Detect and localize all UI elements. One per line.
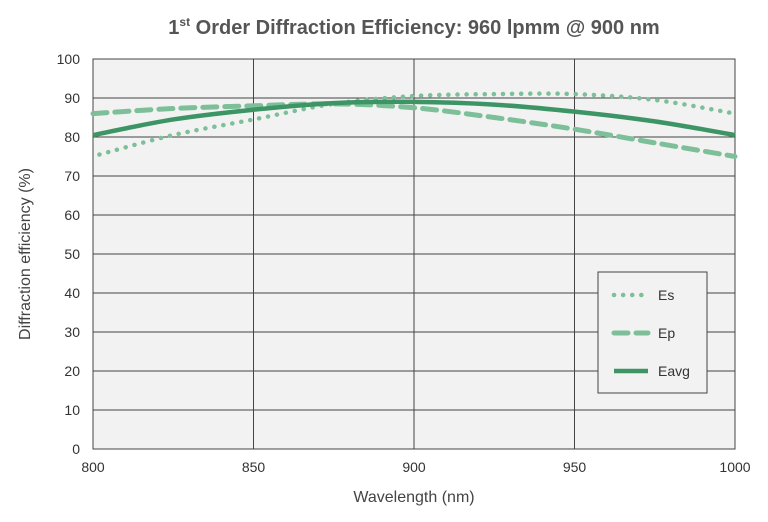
legend-label: Es xyxy=(658,287,674,303)
y-tick-label: 40 xyxy=(64,285,80,301)
y-tick-label: 80 xyxy=(64,129,80,145)
y-tick-label: 50 xyxy=(64,246,80,262)
y-tick-label: 90 xyxy=(64,90,80,106)
x-tick-label: 800 xyxy=(81,459,105,475)
series-line-es xyxy=(97,91,738,157)
series-line-ep xyxy=(90,101,738,159)
legend: Es Ep Eavg xyxy=(597,271,708,394)
x-axis-label: Wavelength (nm) xyxy=(353,489,474,506)
y-tick-label: 60 xyxy=(64,207,80,223)
chart-title: 1st Order Diffraction Efficiency: 960 lp… xyxy=(168,15,659,39)
legend-label: Eavg xyxy=(658,363,690,379)
series-line-eavg xyxy=(92,99,736,138)
x-tick-label: 900 xyxy=(402,459,426,475)
y-tick-label: 10 xyxy=(64,402,80,418)
y-tick-label: 100 xyxy=(57,51,81,67)
y-tick-label: 0 xyxy=(72,441,80,457)
x-tick-label: 1000 xyxy=(719,459,750,475)
x-tick-label: 850 xyxy=(242,459,266,475)
y-axis-label: Diffraction efficiency (%) xyxy=(17,168,34,340)
legend-label: Ep xyxy=(658,325,675,341)
y-tick-label: 20 xyxy=(64,363,80,379)
y-tick-label: 70 xyxy=(64,168,80,184)
y-tick-label: 30 xyxy=(64,324,80,340)
x-tick-label: 950 xyxy=(563,459,587,475)
